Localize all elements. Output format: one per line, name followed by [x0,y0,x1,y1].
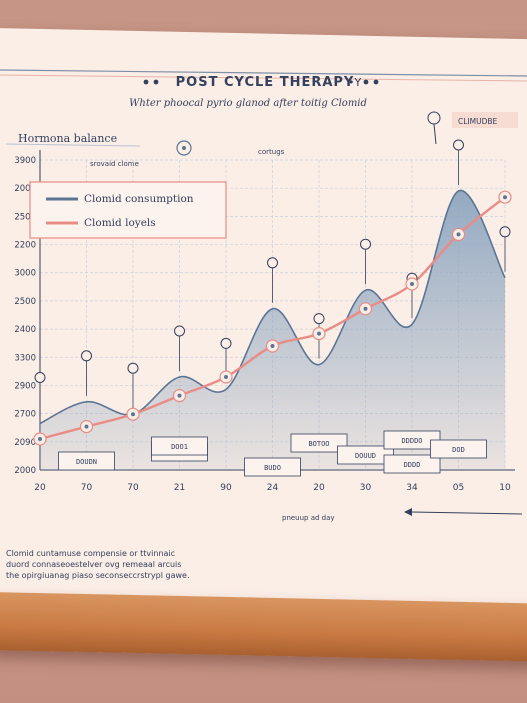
x-tick-label: 34 [406,483,418,493]
data-point-consumption [499,226,511,238]
title-dot-icon [373,79,379,85]
chart-marks [33,139,512,470]
target-icon [176,140,192,156]
y-tick-label: 2700 [14,410,36,420]
annotation-text: DOD [452,446,465,454]
annotation-text: DOO1 [171,443,188,451]
x-tick-label: 21 [174,483,185,493]
legend: Clomid consumption Clomid loyels [29,181,227,239]
pin-icon [427,111,441,125]
chart-title: POST CYCLE THERAPY [176,75,355,90]
x-tick-label: 20 [34,483,46,493]
data-point-levels-core [177,393,182,398]
legend-label: Clomid loyels [84,217,156,229]
data-point-levels-core [270,344,275,348]
y-tick-label: 2500 [14,297,36,307]
annotation-box [430,439,487,459]
x-tick-label: 05 [453,483,464,493]
x-tick-label: 70 [81,483,93,493]
footer-line: Clomid cuntamuse compensie or ttvinnaic [6,549,175,558]
annotation-text: DDDDO [401,437,422,445]
title-suffix: •Y [348,76,361,89]
x-tick-label: 70 [127,483,139,493]
footer-line: duord connaseoestelver ovg remeaal arcui… [6,560,181,569]
data-point-consumption [313,313,325,325]
chart-subtitle: Whter phoocal pyrio glanod after toitig … [129,98,367,109]
title-dot-icon [363,79,369,85]
x-tick-label: 30 [360,483,372,493]
annotation-box [244,457,301,477]
y-tick-label: 2090 [14,438,36,448]
data-point-consumption [220,337,232,349]
y-tick-label: 2000 [14,466,36,476]
x-tick-label: 24 [267,483,279,493]
legend-box [29,181,227,239]
data-point-levels-core [84,424,89,429]
top-right-tag: CLIMUDBE [458,117,498,126]
y-tick-label: 2200 [14,241,36,251]
data-point-levels-core [317,331,321,336]
data-point-levels-core [456,232,461,237]
y-tick-label: 2500 [14,212,36,222]
footer-line: the opirgiuanag piaso seconseccrstrypl g… [6,571,189,580]
arrow-head-icon [404,508,412,516]
y-tick-label: 3300 [14,353,36,363]
data-point-levels-core [131,412,135,417]
annotation-box [383,454,441,474]
data-point-consumption [34,372,46,383]
annotation-text: DOUUD [355,452,376,460]
top-note: srovaid clome [90,160,139,168]
annotation-box [290,433,348,453]
pin-stem [433,123,437,145]
data-point-levels-core [224,375,228,379]
data-point-levels-core [503,195,507,200]
data-point-levels-core [363,306,368,311]
annotation-text: DOUDN [76,458,97,466]
board-top-line [0,69,527,77]
annotation-text: BUDO [264,464,281,472]
data-point-consumption [453,139,464,151]
data-point-levels-core [38,437,42,441]
data-point-levels-core [410,282,414,286]
y-tick-label: 3900 [14,156,36,166]
y-tick-label: 2400 [14,325,36,335]
legend-label: Clomid consumption [84,193,194,205]
annotation-box [58,451,115,471]
data-point-consumption [127,362,139,374]
target-icon-dot [182,146,186,150]
section-underline [5,143,141,147]
data-point-consumption [360,238,371,250]
section-label: Hormona balance [18,132,117,145]
x-tick-label: 20 [313,483,325,493]
title-dot-icon [143,79,149,85]
top-right-tag-box [452,112,518,128]
y-tick-label: 3000 [14,269,36,279]
data-point-consumption [267,257,278,269]
top-note-2: cortugs [258,148,285,156]
annotation-boxes: DOUDNSOAOPDOO1BUDOBOTOODOUUDDDDDDDDDODOD [58,430,487,477]
y-tick-label: 2900 [14,381,36,391]
y-tick-label: 2000 [14,184,36,194]
x-tick-label: 10 [499,483,511,493]
board-top-line-2 [0,74,527,82]
bottom-arrow [411,511,523,515]
data-point-consumption [174,325,185,337]
x-tick-label: 90 [220,483,232,493]
area-fill-consumption [40,190,505,470]
title-dot-icon [153,79,159,85]
data-point-consumption [81,350,92,362]
annotation-box [151,436,208,456]
annotation-text: BOTOO [308,440,329,448]
x-axis-caption: pneuup ad day [282,514,335,522]
annotation-text: DDDD [404,461,421,469]
